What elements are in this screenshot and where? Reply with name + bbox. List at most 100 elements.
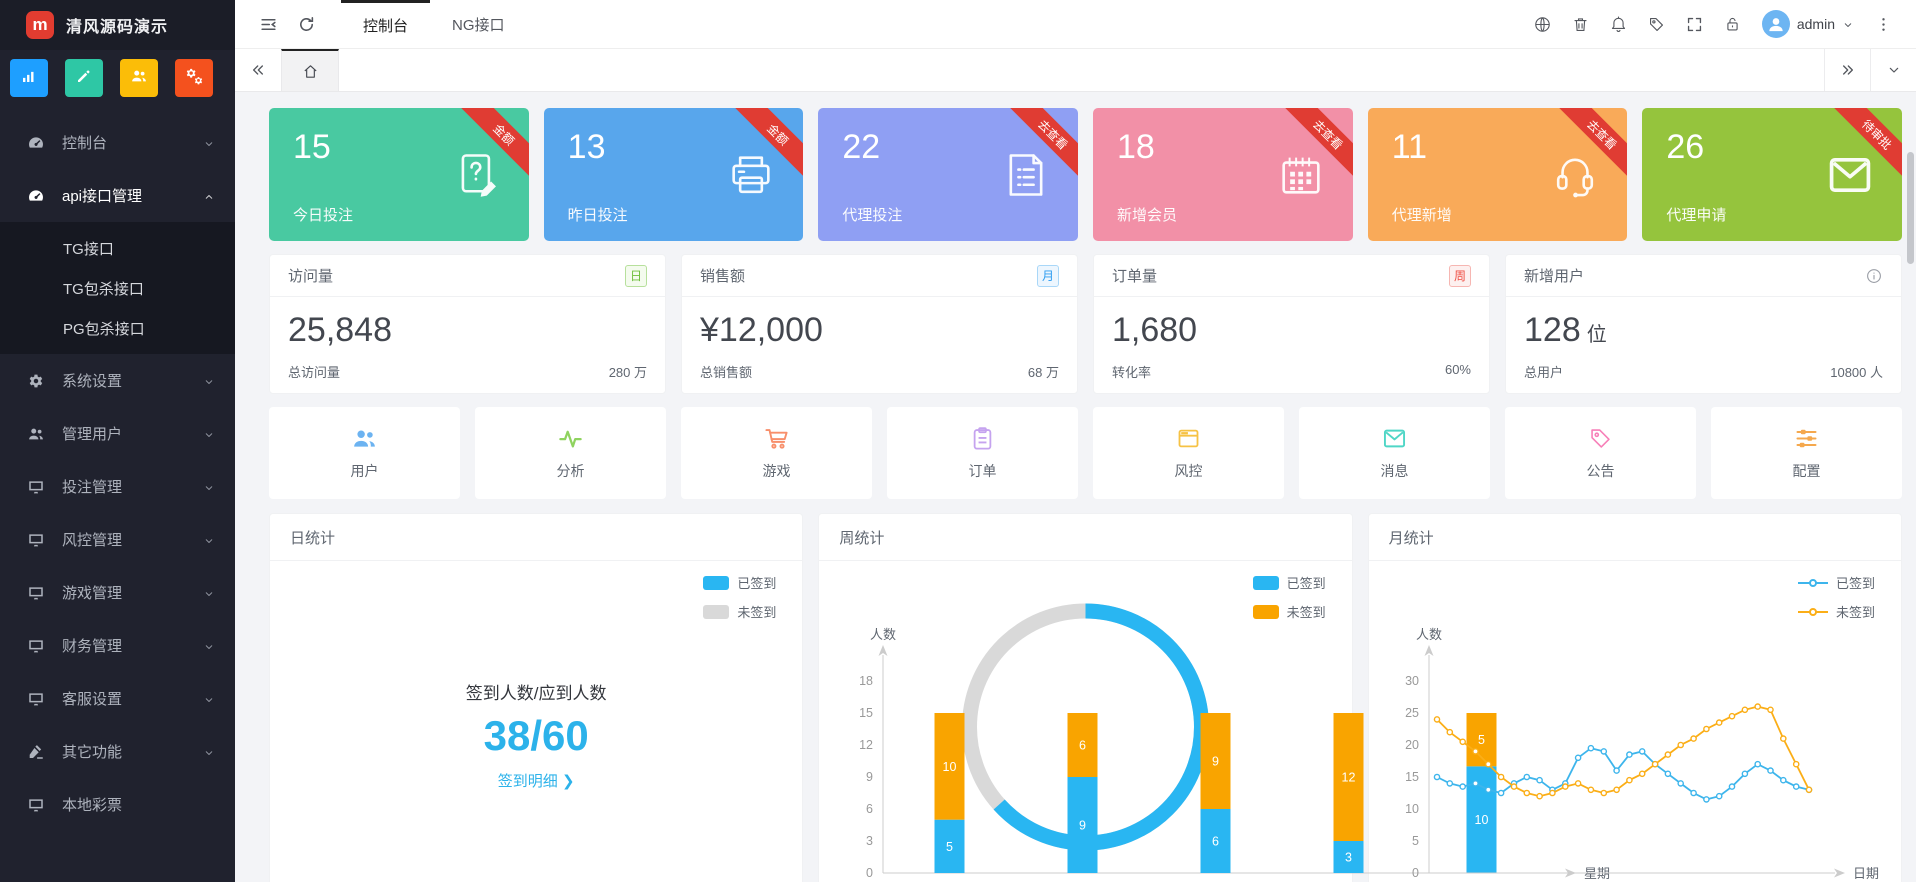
sidebar-item-客服设置[interactable]: 客服设置: [0, 672, 235, 725]
svg-text:3: 3: [1345, 851, 1352, 865]
quick-tile-label: 配置: [1792, 463, 1821, 479]
stat-card-新增会员[interactable]: 18 新增会员 去查看: [1093, 108, 1353, 241]
pencil-icon: [75, 67, 93, 90]
sidebar-item-控制台[interactable]: 控制台: [0, 116, 235, 169]
collapse-left-icon[interactable]: [235, 49, 281, 91]
doc-list-icon: [1000, 149, 1052, 201]
svg-text:12: 12: [1342, 771, 1356, 785]
charts-row: 日统计 已签到 未签到 签到人数/应到人数 38/60 签到明细 ❯ 周统计 已签到 未签到 0 3…: [269, 513, 1902, 882]
avatar[interactable]: [1761, 10, 1790, 38]
sidebar-subitem-PG包杀接口[interactable]: PG包杀接口: [63, 320, 145, 338]
sidebar-item-投注管理[interactable]: 投注管理: [0, 460, 235, 513]
quick-tile-分析[interactable]: 分析: [475, 407, 666, 499]
chart-shortcut[interactable]: [10, 59, 48, 97]
collapse-right-icon[interactable]: [1824, 49, 1870, 91]
top-tab-NG接口[interactable]: NG接口: [452, 16, 505, 34]
chart-body: 已签到未签到0369121518人数星期510周一96周二69周三312周四10…: [819, 561, 1610, 882]
sidebar-item-label: 控制台: [62, 135, 108, 152]
stat-card-代理投注[interactable]: 22 代理投注 去查看: [818, 108, 1079, 241]
legend-item-已签到[interactable]: 已签到: [1797, 573, 1875, 592]
svg-text:15: 15: [859, 706, 873, 720]
quick-tile-消息[interactable]: 消息: [1299, 407, 1490, 499]
stat-card-label: 今日投注: [293, 207, 354, 224]
chevron-down-icon: [203, 428, 215, 440]
stat-card-今日投注[interactable]: 15 今日投注 金额: [269, 108, 529, 241]
tag-icon[interactable]: [1638, 0, 1676, 48]
refresh-icon[interactable]: [287, 0, 325, 48]
menu-unfold-icon[interactable]: [249, 0, 287, 48]
quick-tile-label: 游戏: [762, 463, 791, 479]
svg-text:10: 10: [1475, 813, 1489, 827]
bar-chart-icon: [20, 67, 38, 90]
svg-text:0: 0: [866, 866, 873, 880]
svg-text:6: 6: [866, 802, 873, 816]
topbar-right-icons: [1524, 0, 1752, 48]
trash-icon[interactable]: [1562, 0, 1600, 48]
chevron-down-icon: [203, 746, 215, 758]
home-tab[interactable]: [281, 49, 339, 91]
sidebar-item-系统设置[interactable]: 系统设置: [0, 354, 235, 407]
info-icon[interactable]: [1865, 267, 1883, 285]
chart-card-周统计: 周统计已签到未签到0369121518人数星期510周一96周二69周三312周…: [818, 513, 1610, 882]
quick-tile-公告[interactable]: 公告: [1505, 407, 1696, 499]
tabs-more-icon[interactable]: [1870, 49, 1916, 91]
sidebar-item-财务管理[interactable]: 财务管理: [0, 619, 235, 672]
bell-icon[interactable]: [1600, 0, 1638, 48]
sidebar-subitem-TG包杀接口[interactable]: TG包杀接口: [63, 280, 144, 298]
kebab-menu-icon[interactable]: [1864, 0, 1902, 48]
svg-text:5: 5: [946, 840, 953, 854]
sidebar-item-label: 系统设置: [62, 373, 123, 390]
settings-shortcut[interactable]: [175, 59, 213, 97]
topbar-tabs: 控制台 NG接口: [341, 0, 527, 49]
sidebar-item-游戏管理[interactable]: 游戏管理: [0, 566, 235, 619]
sidebar-item-label: 投注管理: [62, 479, 123, 496]
lock-icon[interactable]: [1714, 0, 1752, 48]
svg-text:6: 6: [1079, 739, 1086, 753]
chart-title: 月统计: [1368, 514, 1901, 561]
quick-tile-游戏[interactable]: 游戏: [681, 407, 872, 499]
stat-card-代理申请[interactable]: 26 代理申请 待审批: [1642, 108, 1903, 241]
sidebar-item-其它功能[interactable]: 其它功能: [0, 725, 235, 778]
legend-item-未签到[interactable]: 未签到: [703, 602, 776, 621]
globe-icon[interactable]: [1524, 0, 1562, 48]
users-shortcut[interactable]: [120, 59, 158, 97]
monitor-icon: [27, 637, 45, 655]
svg-text:20: 20: [1405, 738, 1419, 752]
sidebar-item-风控管理[interactable]: 风控管理: [0, 513, 235, 566]
chevron-down-icon: [1842, 18, 1854, 30]
signin-detail-link[interactable]: 签到明细 ❯: [497, 773, 575, 790]
top-tab-控制台[interactable]: 控制台: [341, 0, 431, 49]
legend-item-已签到[interactable]: 已签到: [703, 573, 776, 592]
metric-panel-value: ¥12,000: [682, 297, 1077, 350]
legend-label: 已签到: [1286, 576, 1326, 591]
quick-tile-配置[interactable]: 配置: [1711, 407, 1902, 499]
metric-panel-badge: 月: [1036, 264, 1059, 287]
legend-item-未签到[interactable]: 未签到: [1797, 602, 1875, 621]
legend-item-已签到[interactable]: 已签到: [1252, 573, 1326, 592]
svg-text:人数: 人数: [1416, 627, 1442, 642]
user-menu[interactable]: admin: [1752, 10, 1864, 38]
legend-color-swatch: [703, 575, 730, 590]
metric-panel-访问量: 访问量 日 25,848 总访问量 280 万: [269, 254, 666, 394]
quick-tile-订单[interactable]: 订单: [887, 407, 1078, 499]
chart-body: 已签到未签到051015202530人数日期151015202530: [1369, 561, 1901, 882]
page-scrollbar[interactable]: [1907, 152, 1914, 264]
fullscreen-icon[interactable]: [1676, 0, 1714, 48]
legend-item-未签到[interactable]: 未签到: [1252, 602, 1326, 621]
sidebar-item-管理用户[interactable]: 管理用户: [0, 407, 235, 460]
sidebar-subitem-TG接口[interactable]: TG接口: [63, 240, 114, 258]
quick-tile-风控[interactable]: 风控: [1093, 407, 1284, 499]
topbar: 控制台 NG接口 admin: [235, 0, 1916, 49]
metric-footer-value: 68 万: [1027, 365, 1059, 380]
sidebar-item-本地彩票[interactable]: 本地彩票: [0, 778, 235, 831]
quick-tile-用户[interactable]: 用户: [269, 407, 460, 499]
stat-card-昨日投注[interactable]: 13 昨日投注 金额: [543, 108, 804, 241]
sidebar-item-api接口管理[interactable]: api接口管理: [0, 169, 235, 222]
donut-label: 签到人数/应到人数: [465, 684, 607, 703]
metric-panel-title: 销售额: [700, 268, 746, 285]
quick-tile-label: 用户: [350, 463, 379, 479]
stat-card-代理新增[interactable]: 11 代理新增 去查看: [1367, 108, 1628, 241]
edit-shortcut[interactable]: [65, 59, 103, 97]
app-logo-row: m 清风源码演示: [0, 0, 235, 50]
app-title: 清风源码演示: [66, 19, 169, 36]
